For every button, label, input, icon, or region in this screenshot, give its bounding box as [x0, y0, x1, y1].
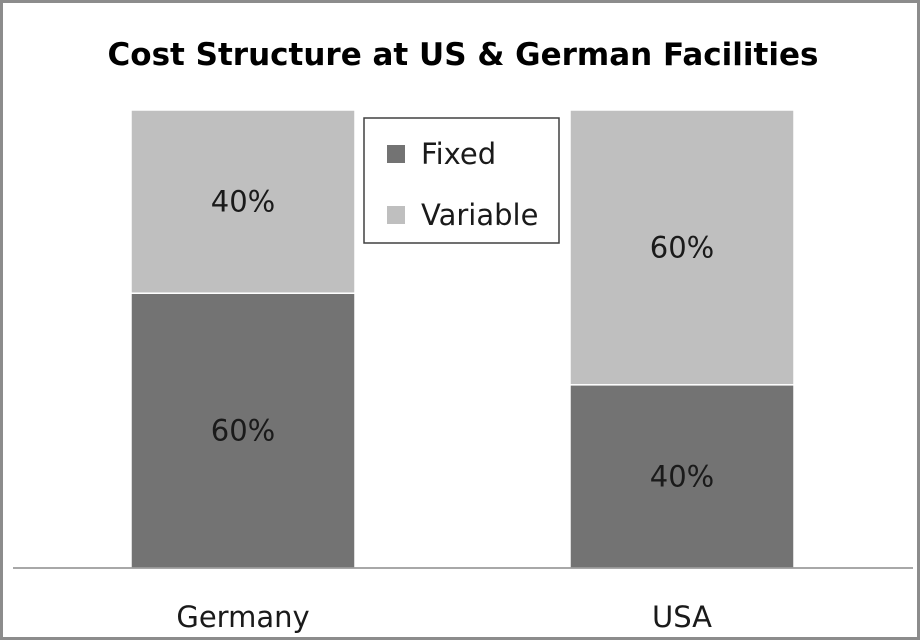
- legend-swatch-fixed: [387, 145, 405, 163]
- bar-fixed-germany: [130, 292, 356, 569]
- data-label-variable-usa: 60%: [650, 230, 714, 264]
- x-tick-label-usa: USA: [652, 600, 712, 634]
- legend-label-variable: Variable: [421, 198, 538, 232]
- chart-canvas: Cost Structure at US & German Facilities…: [13, 37, 913, 634]
- x-tick-label-germany: Germany: [176, 600, 309, 634]
- bars-layer: 60% 40% 40% 60%: [130, 109, 795, 569]
- bar-variable-usa: [569, 109, 795, 386]
- legend-label-fixed: Fixed: [421, 137, 496, 171]
- data-label-variable-germany: 40%: [211, 185, 275, 219]
- data-label-fixed-usa: 40%: [650, 459, 714, 493]
- x-tick-labels: Germany USA: [176, 600, 712, 634]
- legend-swatch-variable: [387, 206, 405, 224]
- bar-fixed-usa: [569, 384, 795, 569]
- data-label-fixed-germany: 60%: [211, 414, 275, 448]
- chart-title: Cost Structure at US & German Facilities: [108, 37, 819, 73]
- bar-variable-germany: [130, 109, 356, 294]
- legend: Fixed Variable: [363, 117, 560, 244]
